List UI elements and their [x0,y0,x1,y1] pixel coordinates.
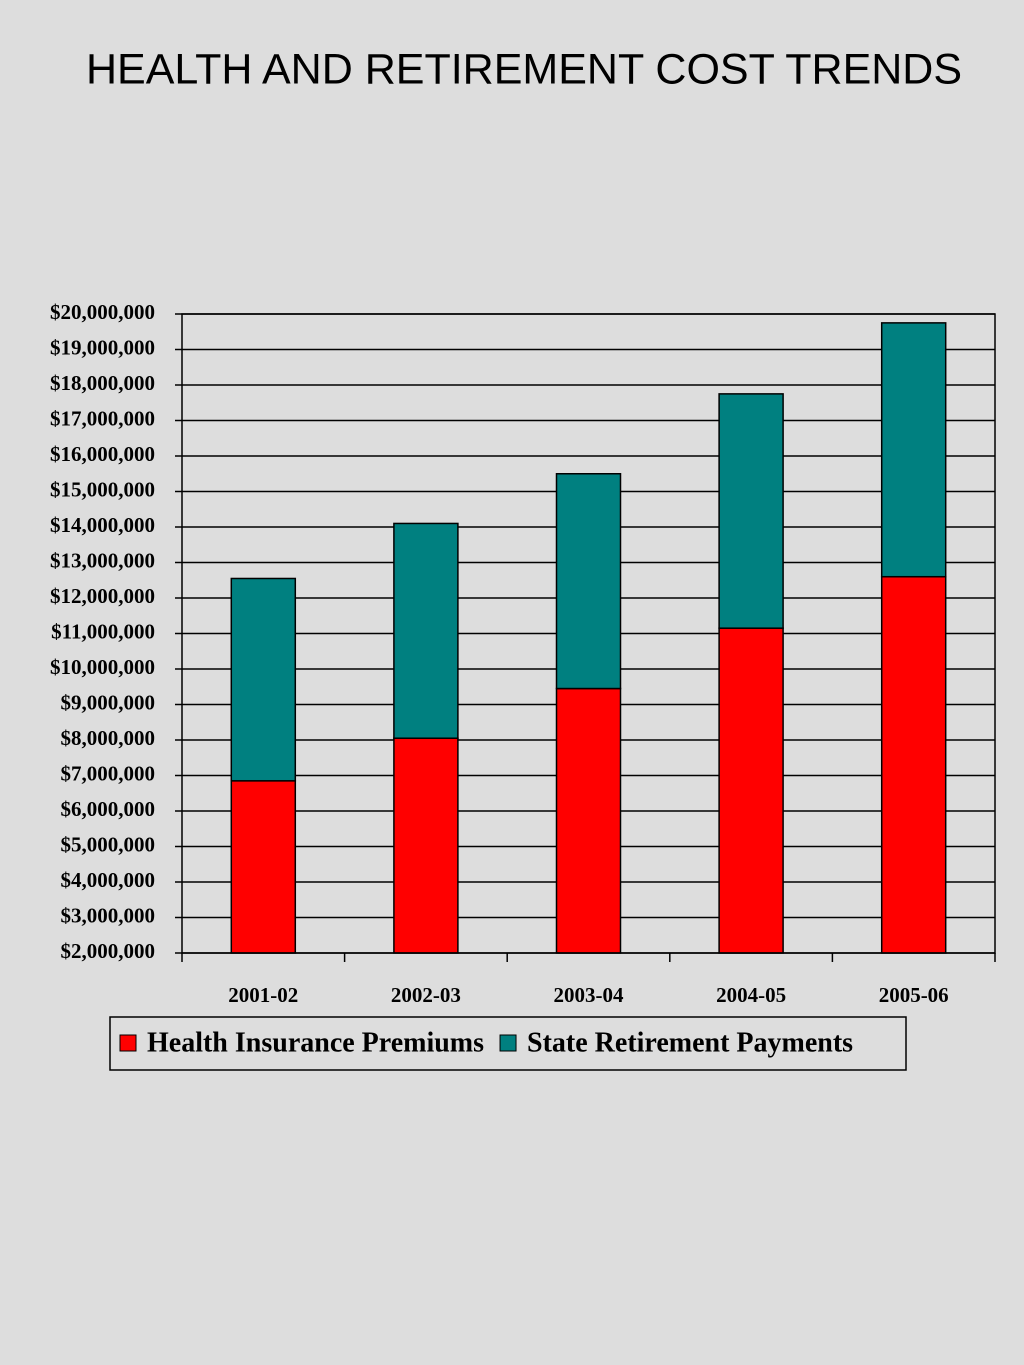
y-tick-label: $14,000,000 [50,513,155,537]
bar-segment [230,577,297,782]
legend-label: State Retirement Payments [527,1027,853,1058]
legend-label: Health Insurance Premiums [147,1027,484,1058]
x-tick-label: 2005-06 [879,983,949,1007]
plot-frame [181,313,996,954]
bar-segment [718,393,784,629]
y-tick-label: $15,000,000 [50,477,155,501]
y-tick-label: $8,000,000 [61,726,156,750]
y-tick-label: $17,000,000 [50,406,155,430]
y-tick-label: $7,000,000 [61,761,156,785]
legend-swatch [499,1034,517,1052]
bar-segment [230,780,297,954]
bar-segment [718,627,784,954]
y-tick-label: $2,000,000 [61,939,156,963]
bar-segment [555,687,622,954]
bar-segment [555,473,622,690]
legend-swatch [119,1034,137,1052]
y-tick-label: $13,000,000 [50,548,155,572]
bar-segment [880,322,947,578]
y-tick-label: $6,000,000 [61,797,156,821]
y-tick-label: $20,000,000 [50,300,155,324]
x-tick-label: 2002-03 [391,983,461,1007]
x-tick-label: 2001-02 [228,983,298,1007]
bar-segment [393,737,459,954]
bar-segment [880,575,947,954]
x-tick-label: 2004-05 [716,983,786,1007]
y-tick-label: $5,000,000 [61,832,156,856]
bar-segment [393,522,459,739]
x-tick-label: 2003-04 [554,983,624,1007]
y-tick-label: $12,000,000 [50,584,155,608]
y-tick-label: $16,000,000 [50,442,155,466]
y-tick-label: $9,000,000 [61,690,156,714]
y-tick-label: $18,000,000 [50,371,155,395]
y-tick-label: $4,000,000 [61,868,156,892]
y-tick-label: $19,000,000 [50,335,155,359]
chart-title: HEALTH AND RETIREMENT COST TRENDS [86,45,962,93]
y-tick-label: $11,000,000 [51,619,155,643]
y-tick-label: $3,000,000 [61,903,156,927]
y-tick-label: $10,000,000 [50,655,155,679]
